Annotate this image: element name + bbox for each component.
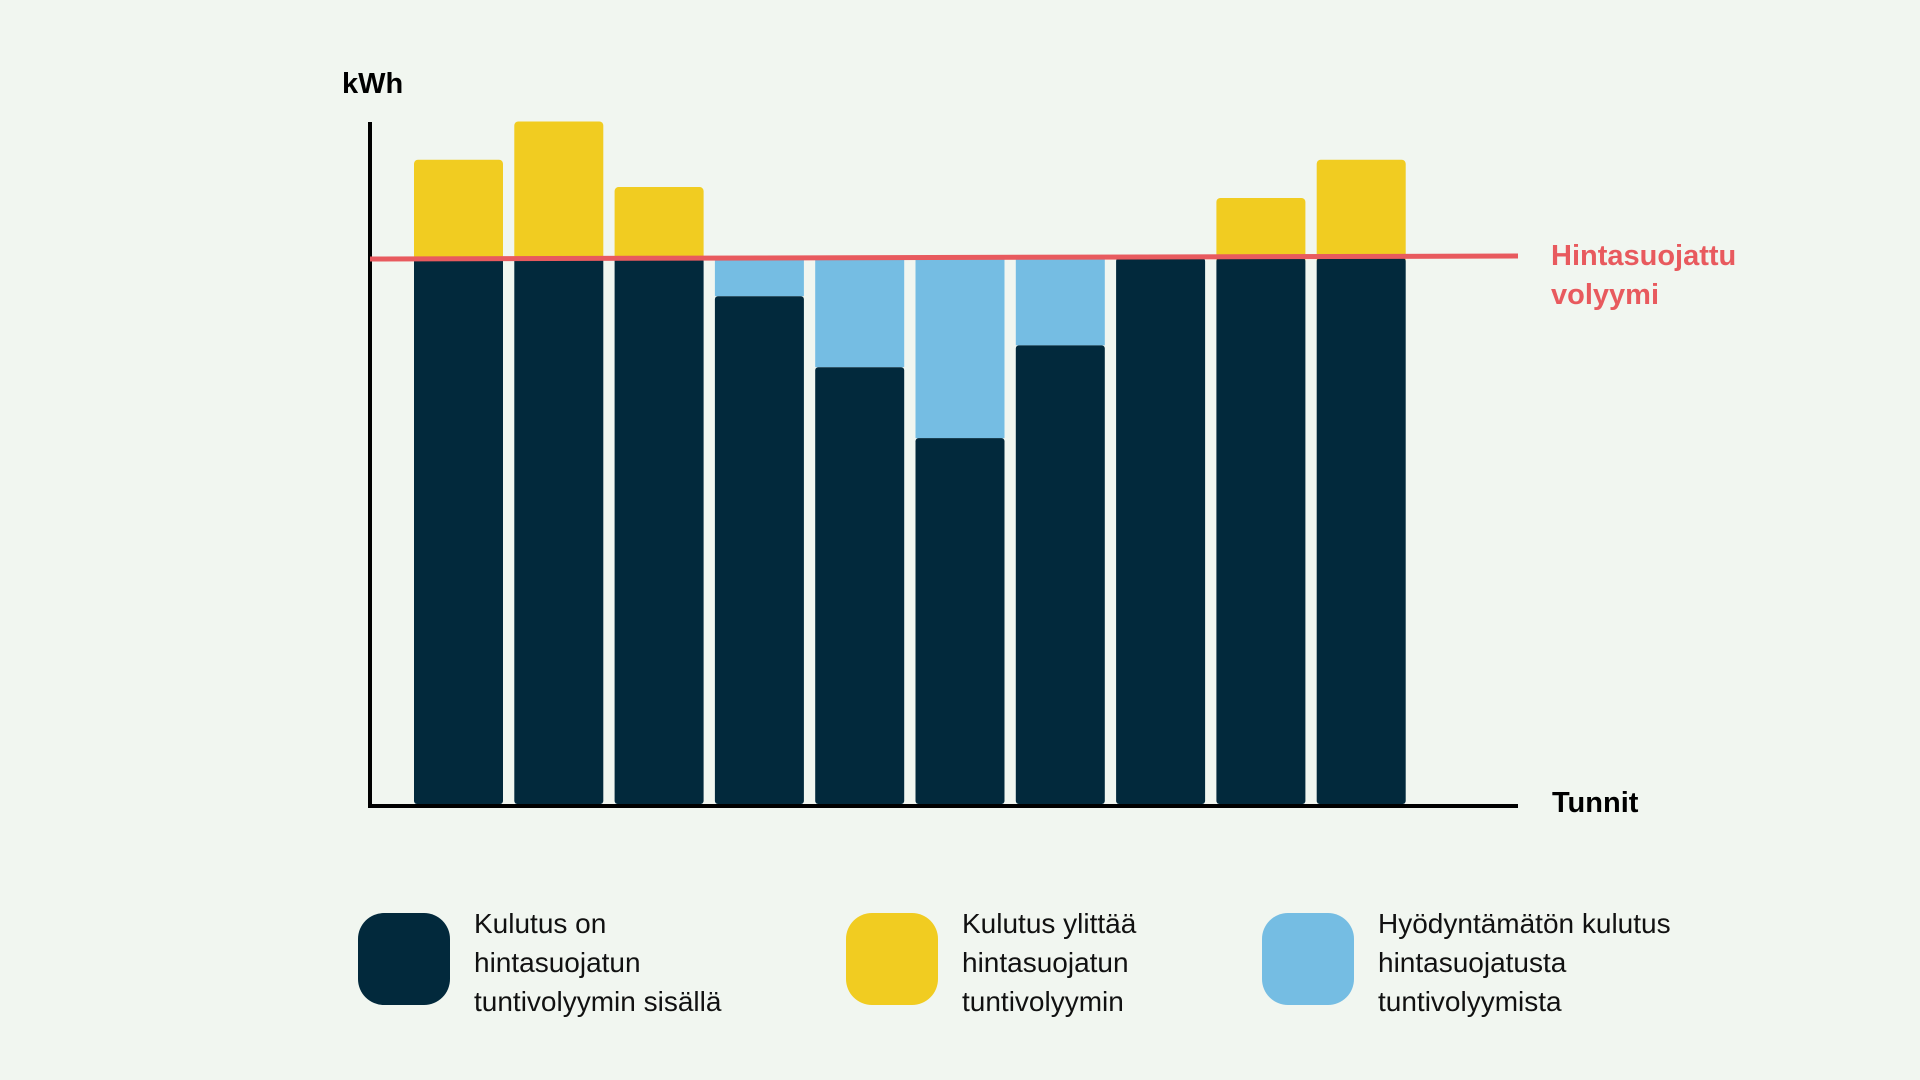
- legend-swatch-blue: [1262, 913, 1354, 1005]
- bar-exceed-segment: [1316, 159, 1406, 264]
- bar-exceed-segment: [614, 187, 704, 264]
- legend-swatch-yellow: [846, 913, 938, 1005]
- y-axis-label: kWh: [342, 68, 403, 100]
- bar-within-segment: [1216, 258, 1306, 804]
- bar-within-segment: [1116, 258, 1206, 804]
- legend-line: tuntivolyymin sisällä: [474, 986, 722, 1017]
- bar-unused-segment: [1015, 258, 1105, 346]
- bar-unused-segment: [815, 258, 905, 368]
- legend-text: Kulutus ylittää hintasuojatun tuntivolyy…: [962, 904, 1136, 1021]
- legend-line: hintasuojatusta: [1378, 947, 1567, 978]
- legend-line: hintasuojatun: [474, 947, 641, 978]
- bar-within-segment: [1015, 345, 1105, 804]
- legend-item-exceeds-volume: Kulutus ylittää hintasuojatun tuntivolyy…: [846, 904, 1136, 1021]
- legend-line: Kulutus ylittää: [962, 908, 1137, 939]
- legend-text: Kulutus on hintasuojatun tuntivolyymin s…: [474, 904, 721, 1021]
- legend-item-within-volume: Kulutus on hintasuojatun tuntivolyymin s…: [358, 904, 721, 1021]
- protected-volume-line: [369, 253, 1519, 262]
- chart: kWh Tunnit Hintasuojattu volyymi: [342, 68, 1744, 819]
- legend-text: Hyödyntämätön kulutus hintasuojatusta tu…: [1378, 904, 1671, 1021]
- bar-exceed-segment: [1216, 197, 1306, 264]
- bar-exceed-segment: [514, 121, 604, 264]
- protected-volume-label-line-2: volyymi: [1551, 279, 1659, 311]
- bar-within-segment: [815, 367, 905, 804]
- bar-within-segment: [1316, 258, 1406, 804]
- protected-volume-label-line-1: Hintasuojattu: [1551, 240, 1736, 272]
- bar-within-segment: [714, 296, 804, 804]
- bar-within-segment: [414, 258, 503, 804]
- bar-within-segment: [915, 438, 1005, 804]
- bar-unused-segment: [714, 258, 804, 297]
- bar-within-segment: [514, 258, 604, 804]
- protected-volume-label: Hintasuojattu volyymi: [1551, 240, 1744, 311]
- bar-exceed-segment: [414, 159, 503, 264]
- legend-line: tuntivolyymin: [962, 986, 1124, 1017]
- bar-within-segment: [614, 258, 704, 804]
- legend-swatch-dark: [358, 913, 450, 1005]
- x-axis-label: Tunnit: [1552, 787, 1639, 819]
- legend: Kulutus on hintasuojatun tuntivolyymin s…: [0, 904, 1920, 1034]
- bar-unused-segment: [915, 258, 1005, 439]
- legend-line: tuntivolyymista: [1378, 986, 1562, 1017]
- legend-item-unused-volume: Hyödyntämätön kulutus hintasuojatusta tu…: [1262, 904, 1671, 1021]
- legend-line: hintasuojatun: [962, 947, 1129, 978]
- bars-group: [414, 121, 1406, 804]
- legend-line: Kulutus on: [474, 908, 607, 939]
- legend-line: Hyödyntämätön kulutus: [1378, 908, 1671, 939]
